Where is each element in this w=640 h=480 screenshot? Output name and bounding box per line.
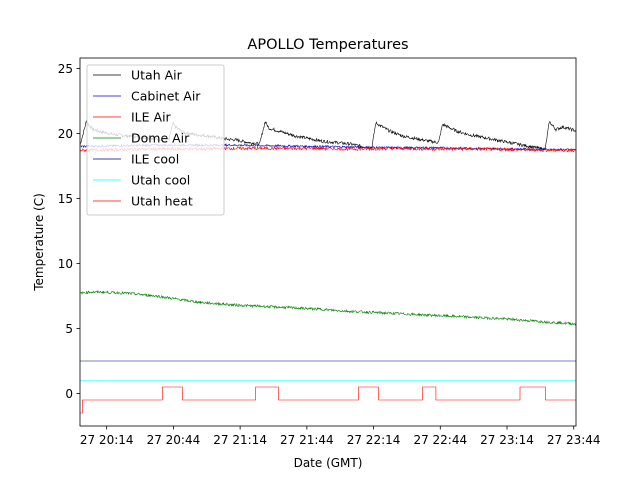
- legend-label-cabinet-air: Cabinet Air: [131, 89, 201, 104]
- legend-label-ile-air: ILE Air: [131, 110, 172, 125]
- y-axis: 0 5 10 15 20 25: [58, 62, 80, 401]
- y-tick-label: 20: [58, 127, 73, 141]
- legend-box: [86, 64, 225, 216]
- y-tick-label: 15: [58, 192, 73, 206]
- x-axis: 27 20:14 27 20:44 27 21:14 27 21:44 27 22:14…: [80, 426, 601, 447]
- series-line-dome-air: [79, 289, 577, 326]
- x-tick-label: 27 23:14: [480, 433, 534, 447]
- y-tick-label: 10: [58, 257, 73, 271]
- x-tick-label: 27 23:44: [547, 433, 601, 447]
- chart-title: APOLLO Temperatures: [247, 37, 408, 53]
- x-tick-label: 27 20:44: [147, 433, 201, 447]
- legend-label-dome-air: Dome Air: [131, 131, 190, 146]
- legend: Utah Air Cabinet Air ILE Air Dome Air ILE co…: [86, 64, 225, 216]
- x-tick-label: 27 21:44: [280, 433, 334, 447]
- legend-label-utah-cool: Utah cool: [131, 173, 190, 188]
- x-tick-label: 27 22:14: [347, 433, 401, 447]
- x-axis-label: Date (GMT): [294, 456, 363, 470]
- legend-label-ile-cool: ILE cool: [131, 152, 179, 167]
- x-tick-label: 27 21:14: [213, 433, 267, 447]
- y-tick-label: 5: [65, 322, 73, 336]
- y-axis-label: Temperature (C): [32, 193, 46, 292]
- legend-label-utah-air: Utah Air: [131, 68, 183, 83]
- y-tick-label: 25: [58, 62, 73, 76]
- x-tick-label: 27 22:44: [413, 433, 467, 447]
- x-tick-label: 27 20:14: [80, 433, 134, 447]
- legend-label-utah-heat: Utah heat: [131, 194, 193, 209]
- plot-frame: [79, 57, 577, 427]
- series-line-utah-heat: [80, 386, 576, 414]
- y-tick-label: 0: [65, 387, 73, 401]
